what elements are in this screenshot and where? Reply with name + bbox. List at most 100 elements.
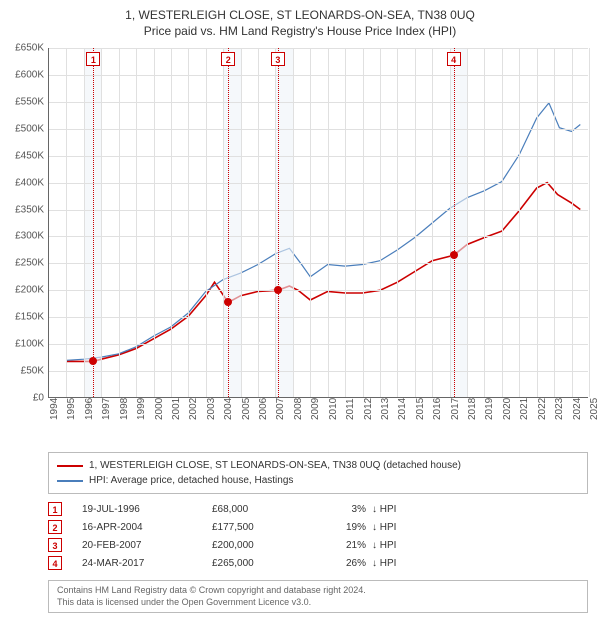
x-axis-label: 1995 (66, 398, 77, 420)
grid-line-v (415, 48, 416, 397)
event-table-row: 119-JUL-1996£68,0003%↓ HPI (48, 500, 588, 518)
event-line (93, 48, 94, 397)
grid-line-v (484, 48, 485, 397)
event-direction: ↓ HPI (372, 540, 402, 551)
grid-line-h (49, 371, 588, 372)
grid-line-v (467, 48, 468, 397)
grid-line-v (572, 48, 573, 397)
y-axis-label: £50K (0, 366, 44, 377)
grid-line-v (101, 48, 102, 397)
x-axis-label: 2025 (589, 398, 600, 420)
legend-swatch-hpi (57, 480, 83, 482)
event-point (224, 298, 232, 306)
event-price: £68,000 (212, 504, 312, 515)
grid-line-h (49, 290, 588, 291)
grid-line-h (49, 48, 588, 49)
x-axis-label: 2017 (450, 398, 461, 420)
y-axis-label: £100K (0, 339, 44, 350)
y-axis-label: £250K (0, 258, 44, 269)
grid-line-v (293, 48, 294, 397)
event-pct: 3% (312, 504, 372, 515)
event-date: 16-APR-2004 (82, 522, 212, 533)
legend-swatch-property (57, 465, 83, 467)
event-direction: ↓ HPI (372, 558, 402, 569)
title-address: 1, WESTERLEIGH CLOSE, ST LEONARDS-ON-SEA… (0, 8, 600, 22)
grid-line-v (84, 48, 85, 397)
grid-line-v (537, 48, 538, 397)
x-axis-label: 2003 (206, 398, 217, 420)
x-axis-label: 2002 (188, 398, 199, 420)
grid-line-v (188, 48, 189, 397)
x-axis-label: 2006 (258, 398, 269, 420)
legend-item-property: 1, WESTERLEIGH CLOSE, ST LEONARDS-ON-SEA… (57, 458, 579, 473)
grid-line-v (328, 48, 329, 397)
grid-line-h (49, 317, 588, 318)
grid-line-v (397, 48, 398, 397)
event-price: £265,000 (212, 558, 312, 569)
grid-line-h (49, 156, 588, 157)
grid-line-v (275, 48, 276, 397)
event-table-row: 216-APR-2004£177,50019%↓ HPI (48, 518, 588, 536)
y-axis-label: £650K (0, 43, 44, 54)
x-axis-label: 2014 (397, 398, 408, 420)
grid-line-v (589, 48, 590, 397)
x-axis-label: 2024 (572, 398, 583, 420)
grid-line-h (49, 236, 588, 237)
grid-line-v (136, 48, 137, 397)
x-axis-label: 2010 (328, 398, 339, 420)
event-pct: 19% (312, 522, 372, 533)
event-number-box: 2 (48, 520, 62, 534)
grid-line-h (49, 102, 588, 103)
legend-item-hpi: HPI: Average price, detached house, Hast… (57, 473, 579, 488)
x-axis-label: 2013 (380, 398, 391, 420)
y-axis-label: £550K (0, 96, 44, 107)
grid-line-h (49, 183, 588, 184)
grid-line-h (49, 344, 588, 345)
x-axis-label: 2008 (293, 398, 304, 420)
series-hpi (66, 103, 580, 360)
event-point (450, 251, 458, 259)
event-price: £200,000 (212, 540, 312, 551)
grid-line-v (241, 48, 242, 397)
grid-line-h (49, 263, 588, 264)
footer: Contains HM Land Registry data © Crown c… (48, 580, 588, 613)
x-axis-label: 2015 (415, 398, 426, 420)
y-axis-label: £350K (0, 204, 44, 215)
grid-line-v (171, 48, 172, 397)
x-axis-label: 2020 (502, 398, 513, 420)
event-table-row: 320-FEB-2007£200,00021%↓ HPI (48, 536, 588, 554)
event-point (89, 357, 97, 365)
event-direction: ↓ HPI (372, 504, 402, 515)
x-axis-label: 2012 (363, 398, 374, 420)
x-axis-label: 2018 (467, 398, 478, 420)
legend: 1, WESTERLEIGH CLOSE, ST LEONARDS-ON-SEA… (48, 452, 588, 494)
grid-line-v (363, 48, 364, 397)
grid-line-v (206, 48, 207, 397)
x-axis-label: 1997 (101, 398, 112, 420)
grid-line-v (432, 48, 433, 397)
event-marker: 1 (86, 52, 100, 66)
x-axis-label: 2011 (345, 398, 356, 420)
event-price: £177,500 (212, 522, 312, 533)
y-axis-label: £0 (0, 393, 44, 404)
events-table: 119-JUL-1996£68,0003%↓ HPI 2 16-APR-2004£1… (48, 500, 588, 572)
x-axis-label: 1999 (136, 398, 147, 420)
title-subtitle: Price paid vs. HM Land Registry's House … (0, 24, 600, 38)
grid-line-v (502, 48, 503, 397)
x-axis-label: 2023 (554, 398, 565, 420)
x-axis-label: 2019 (484, 398, 495, 420)
y-axis-label: £200K (0, 285, 44, 296)
y-axis-label: £450K (0, 150, 44, 161)
x-axis-label: 2021 (519, 398, 530, 420)
event-date: 24-MAR-2017 (82, 558, 212, 569)
footer-line2: This data is licensed under the Open Gov… (57, 597, 579, 609)
grid-line-h (49, 210, 588, 211)
event-table-row: 424-MAR-2017£265,00026%↓ HPI (48, 554, 588, 572)
event-marker: 2 (221, 52, 235, 66)
event-pct: 26% (312, 558, 372, 569)
chart-container: 1, WESTERLEIGH CLOSE, ST LEONARDS-ON-SEA… (0, 0, 600, 620)
y-axis-label: £600K (0, 69, 44, 80)
grid-line-v (450, 48, 451, 397)
y-axis-label: £300K (0, 231, 44, 242)
grid-line-v (223, 48, 224, 397)
